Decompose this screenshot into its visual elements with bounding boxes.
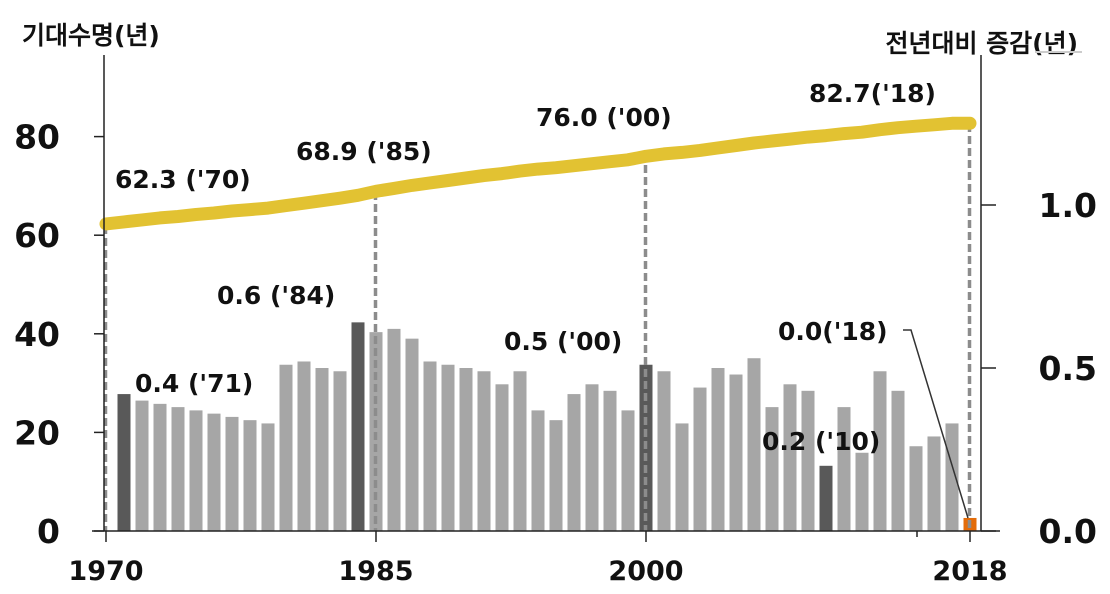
annotation-line-2018: 82.7('18) bbox=[809, 79, 936, 108]
annotation-bar-1984: 0.6 ('84) bbox=[217, 281, 335, 310]
bar-2010 bbox=[819, 465, 833, 531]
bar-1983 bbox=[333, 371, 347, 531]
bar-2003 bbox=[693, 387, 707, 531]
bar-2015 bbox=[909, 446, 923, 531]
bar-2012 bbox=[855, 452, 869, 531]
bar-1973 bbox=[153, 403, 167, 531]
bar-2017 bbox=[945, 423, 959, 531]
bar-1976 bbox=[207, 413, 221, 531]
annotation-line-1970: 62.3 ('70) bbox=[115, 165, 251, 194]
left-tick-label: 40 bbox=[14, 315, 60, 354]
bar-2007 bbox=[765, 407, 779, 531]
bar-2014 bbox=[891, 390, 905, 531]
bar-1997 bbox=[585, 384, 599, 531]
left-axis-title: 기대수명(년) bbox=[22, 21, 160, 50]
bar-1992 bbox=[495, 384, 509, 531]
bar-1977 bbox=[225, 416, 239, 531]
line-series-life-expectancy bbox=[99, 116, 977, 231]
annotations: 62.3 ('70) 68.9 ('85) 76.0 ('00) 82.7('18) 0… bbox=[115, 79, 969, 519]
right-tick-label: 0.0 bbox=[1039, 512, 1097, 551]
bar-1987 bbox=[405, 338, 419, 531]
bar-1971 bbox=[117, 394, 131, 531]
left-axis-ticks: 0 20 40 60 80 bbox=[14, 118, 104, 551]
bar-1993 bbox=[513, 371, 527, 531]
bar-1991 bbox=[477, 371, 491, 531]
bar-1996 bbox=[567, 394, 581, 531]
x-tick-label: 1985 bbox=[338, 556, 413, 587]
left-tick-label: 0 bbox=[37, 512, 60, 551]
annotation-leader-line bbox=[903, 329, 969, 519]
annotation-bar-2000: 0.5 ('00) bbox=[504, 327, 622, 356]
bar-2016 bbox=[927, 436, 941, 531]
right-axis-ticks: 0.0 0.5 1.0 bbox=[981, 186, 1097, 551]
right-tick-label: 0.5 bbox=[1039, 349, 1097, 388]
bar-1981 bbox=[297, 361, 311, 531]
bar-1999 bbox=[621, 410, 635, 531]
bar-1980 bbox=[279, 364, 293, 531]
bar-1990 bbox=[459, 368, 473, 531]
bar-1972 bbox=[135, 400, 149, 531]
annotation-bar-1971: 0.4 ('71) bbox=[135, 369, 253, 398]
bar-2006 bbox=[747, 358, 761, 531]
right-tick-label: 1.0 bbox=[1039, 186, 1097, 225]
life-expectancy-line bbox=[99, 116, 977, 231]
x-tick-label: 1970 bbox=[68, 556, 143, 587]
bar-2004 bbox=[711, 368, 725, 531]
annotation-line-1985: 68.9 ('85) bbox=[296, 137, 432, 166]
left-tick-label: 20 bbox=[14, 413, 60, 452]
bar-1994 bbox=[531, 410, 545, 531]
x-tick-label: 2000 bbox=[608, 556, 683, 587]
bar-1985 bbox=[369, 332, 383, 531]
bar-2001 bbox=[657, 371, 671, 531]
bar-1975 bbox=[189, 410, 203, 531]
bar-series-yearly-change bbox=[117, 322, 977, 531]
bar-1982 bbox=[315, 368, 329, 531]
left-tick-label: 60 bbox=[14, 216, 60, 255]
bar-1978 bbox=[243, 420, 257, 531]
annotation-bar-2018: 0.0('18) bbox=[778, 317, 888, 346]
annotation-line-2000: 76.0 ('00) bbox=[536, 103, 672, 132]
bar-1979 bbox=[261, 423, 275, 531]
left-tick-label: 80 bbox=[14, 118, 60, 157]
annotation-bar-2010: 0.2 ('10) bbox=[762, 427, 880, 456]
bar-1986 bbox=[387, 328, 401, 531]
x-tick-label: 2018 bbox=[932, 556, 1007, 587]
bar-2013 bbox=[873, 371, 887, 531]
reference-dashed-lines bbox=[103, 124, 972, 531]
bar-2005 bbox=[729, 374, 743, 531]
right-axis-title: 전년대비 증감(년) bbox=[885, 29, 1078, 58]
bar-2002 bbox=[675, 423, 689, 531]
bar-2008 bbox=[783, 384, 797, 531]
bar-1984 bbox=[351, 322, 365, 531]
bar-1974 bbox=[171, 407, 185, 531]
x-axis-ticks: 1970 1985 2000 2018 bbox=[68, 531, 1008, 587]
bar-2011 bbox=[837, 407, 851, 531]
bar-1998 bbox=[603, 390, 617, 531]
bar-1989 bbox=[441, 364, 455, 531]
bar-1995 bbox=[549, 420, 563, 531]
bar-1988 bbox=[423, 361, 437, 531]
bar-2009 bbox=[801, 390, 815, 531]
